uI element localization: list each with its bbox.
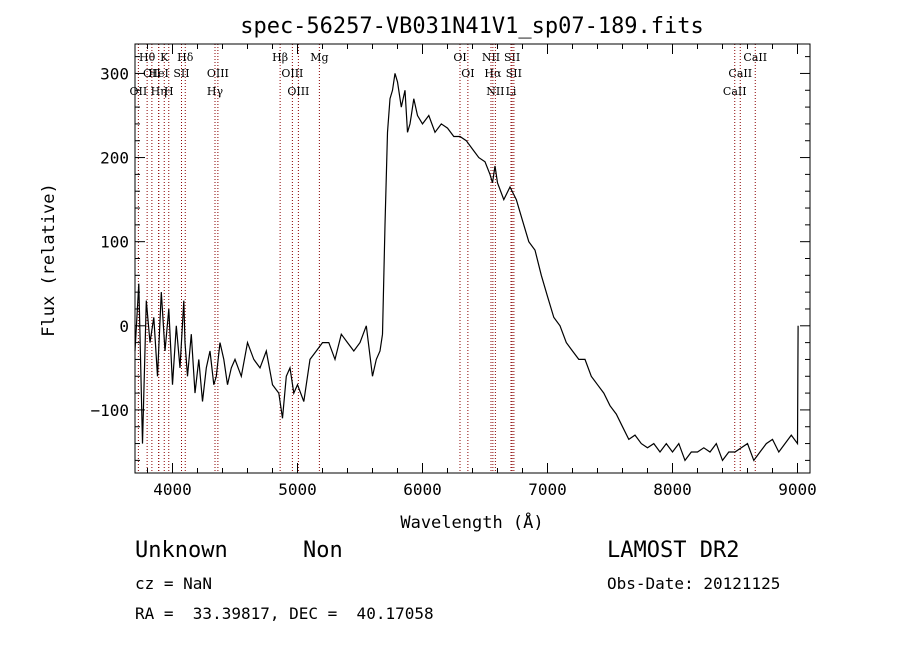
line-marker-label-0: Hθ: [139, 51, 156, 64]
y-tick-label-2: 100: [100, 233, 129, 252]
line-marker-label-18: OII: [130, 85, 148, 98]
line-marker-label-14: OI: [461, 67, 474, 80]
x-tick-label-4: 8000: [653, 480, 692, 499]
line-marker-label-19: H: [164, 85, 174, 98]
x-tick-label-3: 7000: [528, 480, 567, 499]
line-marker-label-20: Hη: [151, 85, 167, 98]
y-tick-label-3: 0: [119, 317, 129, 336]
line-marker-label-6: NII: [482, 51, 500, 64]
line-marker-label-9: OII: [143, 67, 161, 80]
line-marker-label-2: Hδ: [177, 51, 194, 64]
axes: 4000 5000 6000 7000 8000 9000 300 200 100 0 −100: [90, 44, 817, 499]
line-marker-label-8: CaII: [743, 51, 767, 64]
coordinates-text: RA = 33.39817, DEC = 40.17058: [135, 604, 434, 623]
line-marker-label-23: NII: [486, 85, 504, 98]
y-tick-label-1: 200: [100, 149, 129, 168]
observation-date: Obs-Date: 20121125: [607, 574, 781, 593]
y-tick-label-4: −100: [90, 401, 129, 420]
line-marker-label-12: OIII: [207, 67, 229, 80]
line-marker-label-11: SII: [173, 67, 189, 80]
line-marker-label-21: Hγ: [207, 85, 224, 98]
x-tick-label-5: 9000: [778, 480, 817, 499]
y-axis-label: Flux (relative): [39, 183, 59, 337]
object-class: Unknown: [135, 538, 228, 563]
spectrum-series: [134, 73, 799, 462]
line-marker-label-17: CaII: [728, 67, 752, 80]
object-subclass: Non: [303, 538, 343, 563]
line-marker-label-16: SII: [506, 67, 522, 80]
x-tick-label-1: 5000: [278, 480, 317, 499]
x-tick-label-2: 6000: [403, 480, 442, 499]
line-marker-label-24: Li: [506, 85, 517, 98]
line-marker-label-25: CaII: [723, 85, 747, 98]
plot-frame: [134, 43, 811, 474]
survey-name: LAMOST DR2: [607, 538, 740, 563]
chart-title: spec-56257-VB031N41V1_sp07-189.fits: [240, 14, 704, 39]
line-marker-label-10: HeI: [148, 67, 168, 80]
spectrum-line-0: [134, 73, 799, 462]
line-marker-label-4: Mg: [310, 51, 328, 64]
line-marker-label-13: OIII: [281, 67, 303, 80]
line-marker-label-5: OI: [453, 51, 466, 64]
line-marker-label-15: Hα: [484, 67, 502, 80]
redshift-text: cz = NaN: [135, 574, 213, 593]
line-marker-label-1: K: [160, 51, 169, 64]
line-marker-label-22: OIII: [287, 85, 309, 98]
x-tick-label-0: 4000: [153, 480, 192, 499]
y-tick-label-0: 300: [100, 64, 129, 83]
line-marker-label-3: Hβ: [272, 51, 288, 64]
x-axis-label: Wavelength (Å): [400, 511, 543, 533]
line-marker-label-7: SII: [504, 51, 520, 64]
